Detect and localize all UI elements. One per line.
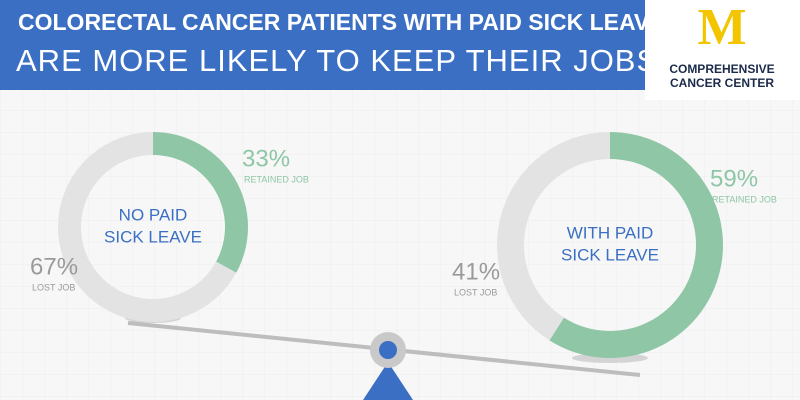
value-label: 59%: [710, 165, 758, 192]
category-label: LOST JOB: [32, 282, 75, 292]
donut-title: NO PAID: [119, 205, 188, 224]
logo-line1: COMPREHENSIVE: [669, 62, 774, 76]
logo-line2: CANCER CENTER: [670, 76, 774, 90]
logo-panel: [645, 0, 800, 100]
value-label: 33%: [242, 145, 290, 172]
donut-title: WITH PAID: [567, 223, 654, 242]
donut-segment: [497, 132, 610, 341]
category-label: RETAINED JOB: [244, 174, 309, 184]
fulcrum: [363, 362, 413, 400]
donut-title: SICK LEAVE: [104, 227, 202, 246]
donut-segment: [549, 132, 723, 358]
title-line1: COLORECTAL CANCER PATIENTS WITH PAID SIC…: [18, 9, 665, 35]
logo-mark: M: [697, 0, 746, 56]
value-label: 67%: [30, 253, 78, 280]
category-label: RETAINED JOB: [712, 194, 777, 204]
pivot-center: [379, 341, 397, 359]
header-band: [0, 0, 645, 90]
value-label: 41%: [452, 258, 500, 285]
donut-segment: [153, 132, 249, 273]
donut-title: SICK LEAVE: [561, 245, 659, 264]
category-label: LOST JOB: [454, 287, 497, 297]
title-line2: ARE MORE LIKELY TO KEEP THEIR JOBS.: [16, 43, 668, 78]
